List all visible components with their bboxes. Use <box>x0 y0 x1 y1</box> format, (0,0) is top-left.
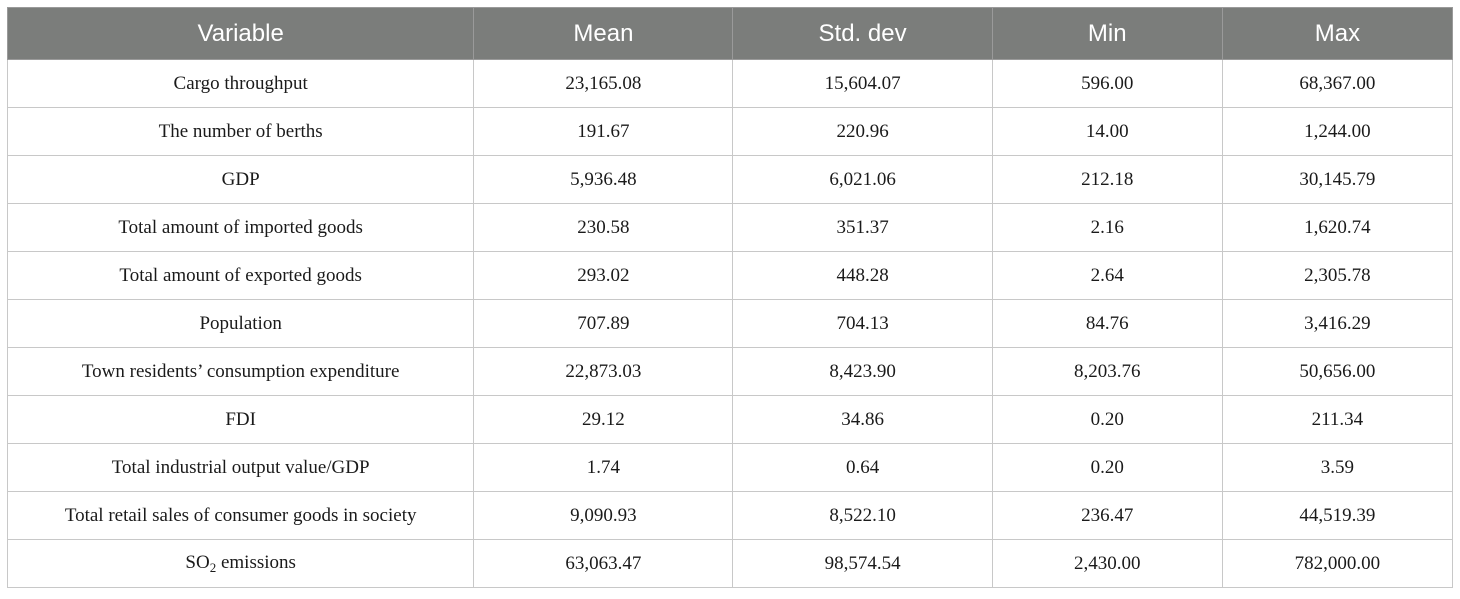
cell-min: 2.16 <box>991 203 1223 252</box>
header-std-dev: Std. dev <box>732 7 993 60</box>
header-min: Min <box>991 7 1223 60</box>
cell-mean: 22,873.03 <box>473 347 734 396</box>
cell-max: 68,367.00 <box>1221 59 1454 108</box>
cell-min: 14.00 <box>991 107 1223 156</box>
header-mean: Mean <box>473 7 734 60</box>
cell-variable: GDP <box>6 155 475 204</box>
cell-variable: SO2 emissions <box>6 539 475 588</box>
table-row: Total retail sales of consumer goods in … <box>6 491 1454 540</box>
cell-min: 8,203.76 <box>991 347 1223 396</box>
cell-max: 782,000.00 <box>1221 539 1454 588</box>
cell-mean: 1.74 <box>473 443 734 492</box>
cell-mean: 707.89 <box>473 299 734 348</box>
cell-std-dev: 8,423.90 <box>732 347 993 396</box>
header-row: Variable Mean Std. dev Min Max <box>6 7 1454 60</box>
descriptive-statistics-table: Variable Mean Std. dev Min Max Cargo thr… <box>6 7 1454 588</box>
cell-std-dev: 0.64 <box>732 443 993 492</box>
table-row: SO2 emissions 63,063.47 98,574.54 2,430.… <box>6 539 1454 588</box>
cell-variable: Total amount of exported goods <box>6 251 475 300</box>
table-row: Total amount of imported goods 230.58 35… <box>6 203 1454 252</box>
cell-min: 2.64 <box>991 251 1223 300</box>
cell-std-dev: 98,574.54 <box>732 539 993 588</box>
cell-variable: Total retail sales of consumer goods in … <box>6 491 475 540</box>
cell-mean: 23,165.08 <box>473 59 734 108</box>
cell-mean: 293.02 <box>473 251 734 300</box>
cell-variable: Total industrial output value/GDP <box>6 443 475 492</box>
table-row: Town residents’ consumption expenditure … <box>6 347 1454 396</box>
cell-mean: 191.67 <box>473 107 734 156</box>
header-variable: Variable <box>6 7 475 60</box>
cell-max: 1,244.00 <box>1221 107 1454 156</box>
variable-prefix: SO <box>185 551 210 573</box>
table-row: The number of berths 191.67 220.96 14.00… <box>6 107 1454 156</box>
cell-std-dev: 6,021.06 <box>732 155 993 204</box>
table-header: Variable Mean Std. dev Min Max <box>6 7 1454 60</box>
cell-std-dev: 8,522.10 <box>732 491 993 540</box>
cell-std-dev: 351.37 <box>732 203 993 252</box>
variable-suffix: emissions <box>216 551 296 573</box>
cell-min: 212.18 <box>991 155 1223 204</box>
cell-mean: 230.58 <box>473 203 734 252</box>
cell-max: 30,145.79 <box>1221 155 1454 204</box>
cell-variable: Population <box>6 299 475 348</box>
table-body: Cargo throughput 23,165.08 15,604.07 596… <box>6 59 1454 588</box>
cell-std-dev: 220.96 <box>732 107 993 156</box>
cell-max: 50,656.00 <box>1221 347 1454 396</box>
table-row: Population 707.89 704.13 84.76 3,416.29 <box>6 299 1454 348</box>
cell-std-dev: 15,604.07 <box>732 59 993 108</box>
cell-mean: 29.12 <box>473 395 734 444</box>
cell-variable: Total amount of imported goods <box>6 203 475 252</box>
cell-max: 211.34 <box>1221 395 1454 444</box>
header-max: Max <box>1221 7 1454 60</box>
cell-std-dev: 448.28 <box>732 251 993 300</box>
cell-max: 2,305.78 <box>1221 251 1454 300</box>
cell-mean: 9,090.93 <box>473 491 734 540</box>
cell-variable: FDI <box>6 395 475 444</box>
cell-mean: 63,063.47 <box>473 539 734 588</box>
cell-variable: The number of berths <box>6 107 475 156</box>
cell-variable: Town residents’ consumption expenditure <box>6 347 475 396</box>
cell-mean: 5,936.48 <box>473 155 734 204</box>
cell-min: 84.76 <box>991 299 1223 348</box>
cell-std-dev: 704.13 <box>732 299 993 348</box>
table-row: Total industrial output value/GDP 1.74 0… <box>6 443 1454 492</box>
cell-std-dev: 34.86 <box>732 395 993 444</box>
table-row: Cargo throughput 23,165.08 15,604.07 596… <box>6 59 1454 108</box>
table-row: FDI 29.12 34.86 0.20 211.34 <box>6 395 1454 444</box>
cell-min: 236.47 <box>991 491 1223 540</box>
cell-max: 3,416.29 <box>1221 299 1454 348</box>
table-row: GDP 5,936.48 6,021.06 212.18 30,145.79 <box>6 155 1454 204</box>
cell-min: 0.20 <box>991 443 1223 492</box>
cell-variable: Cargo throughput <box>6 59 475 108</box>
table-row: Total amount of exported goods 293.02 44… <box>6 251 1454 300</box>
variable-subscript: 2 <box>209 559 217 575</box>
cell-min: 596.00 <box>991 59 1223 108</box>
cell-min: 2,430.00 <box>991 539 1223 588</box>
cell-min: 0.20 <box>991 395 1223 444</box>
cell-max: 44,519.39 <box>1221 491 1454 540</box>
cell-max: 3.59 <box>1221 443 1454 492</box>
cell-max: 1,620.74 <box>1221 203 1454 252</box>
